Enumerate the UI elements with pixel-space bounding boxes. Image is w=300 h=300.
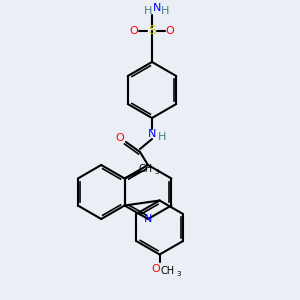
Text: N: N [144, 214, 152, 224]
Text: N: N [148, 129, 156, 139]
Text: O: O [116, 133, 124, 143]
Text: CH: CH [160, 266, 175, 275]
Text: CH: CH [139, 164, 153, 175]
Text: H: H [161, 6, 169, 16]
Text: S: S [148, 25, 156, 38]
Text: H: H [158, 132, 166, 142]
Text: O: O [166, 26, 174, 36]
Text: N: N [153, 3, 161, 13]
Text: O: O [151, 263, 160, 274]
Text: H: H [144, 6, 152, 16]
Text: 3: 3 [154, 169, 159, 175]
Text: 3: 3 [176, 271, 181, 277]
Text: O: O [130, 26, 138, 36]
